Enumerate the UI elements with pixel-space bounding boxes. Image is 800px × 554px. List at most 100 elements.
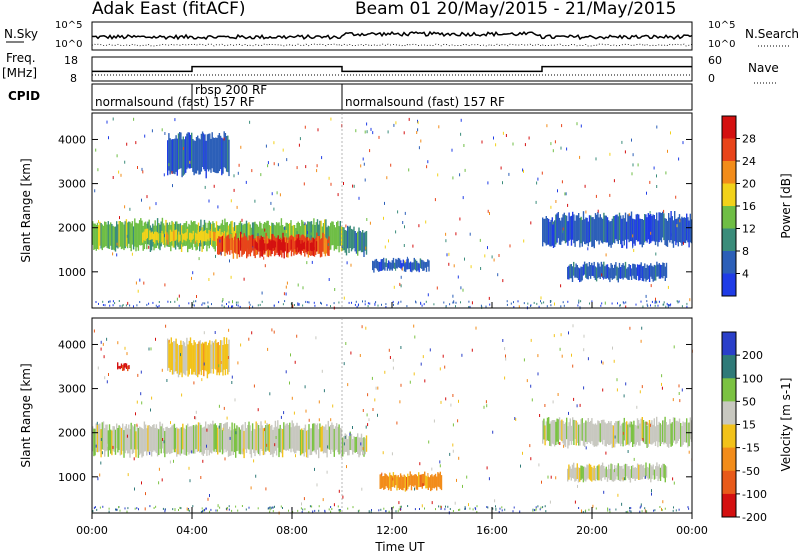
data-cell bbox=[416, 476, 419, 490]
data-cell bbox=[206, 345, 209, 379]
data-cell bbox=[592, 468, 594, 481]
data-speckle bbox=[513, 301, 514, 304]
data-speckle bbox=[278, 301, 280, 304]
data-cell bbox=[360, 433, 363, 452]
colorbar-swatch bbox=[722, 228, 736, 252]
data-cell bbox=[347, 439, 349, 456]
data-speckle bbox=[563, 304, 565, 307]
data-cell bbox=[179, 427, 182, 456]
data-speckle bbox=[118, 506, 120, 509]
data-cell bbox=[657, 220, 659, 247]
data-cell bbox=[287, 243, 289, 254]
data-speckle bbox=[392, 358, 394, 362]
data-speckle bbox=[317, 128, 319, 132]
data-cell bbox=[304, 223, 307, 248]
data-speckle bbox=[545, 510, 547, 513]
data-speckle bbox=[656, 125, 658, 129]
data-cell bbox=[593, 219, 595, 249]
data-speckle bbox=[533, 301, 535, 304]
data-speckle bbox=[540, 506, 542, 509]
frequency-panel: Freq. [MHz] 18 8 60 0 Nave bbox=[2, 51, 779, 85]
freq-label: Freq. bbox=[6, 51, 36, 65]
data-speckle bbox=[218, 404, 220, 408]
data-speckle bbox=[621, 140, 623, 144]
data-speckle bbox=[623, 302, 625, 305]
data-speckle bbox=[291, 441, 293, 445]
data-cell bbox=[206, 427, 208, 456]
data-cell bbox=[561, 217, 563, 242]
data-speckle bbox=[314, 304, 316, 307]
data-speckle bbox=[365, 425, 367, 429]
data-cell bbox=[392, 472, 395, 487]
data-cell bbox=[545, 421, 547, 442]
data-cell bbox=[230, 234, 232, 251]
data-cell bbox=[240, 231, 242, 251]
data-speckle bbox=[669, 304, 671, 307]
data-cell bbox=[409, 471, 411, 486]
data-speckle bbox=[440, 505, 442, 509]
data-speckle bbox=[653, 509, 655, 512]
data-cell bbox=[326, 429, 328, 458]
data-cell bbox=[255, 241, 258, 250]
data-speckle bbox=[384, 201, 385, 205]
data-speckle bbox=[134, 507, 136, 510]
data-speckle bbox=[605, 253, 607, 257]
data-speckle bbox=[282, 148, 284, 152]
data-cell bbox=[201, 131, 204, 167]
data-cell bbox=[328, 426, 331, 450]
data-speckle bbox=[651, 489, 652, 493]
data-cell bbox=[104, 428, 106, 457]
data-cell bbox=[221, 429, 224, 455]
data-speckle bbox=[217, 205, 219, 209]
data-cell bbox=[301, 240, 303, 251]
data-cell bbox=[188, 427, 190, 455]
nave-label: Nave bbox=[748, 61, 779, 75]
data-speckle bbox=[578, 299, 580, 303]
data-cell bbox=[143, 421, 146, 452]
data-speckle bbox=[461, 353, 463, 357]
data-cell bbox=[430, 475, 432, 492]
data-cell bbox=[550, 421, 552, 447]
data-speckle bbox=[304, 125, 306, 129]
data-cell bbox=[299, 240, 301, 251]
data-speckle bbox=[527, 302, 529, 305]
data-cell bbox=[379, 474, 381, 489]
colorbar-swatch bbox=[722, 355, 736, 379]
data-cell bbox=[330, 425, 332, 454]
data-cell bbox=[292, 423, 295, 452]
data-cell bbox=[219, 340, 222, 373]
data-cell bbox=[337, 220, 339, 246]
data-cell bbox=[402, 259, 404, 267]
data-speckle bbox=[549, 500, 551, 504]
data-speckle bbox=[583, 386, 585, 390]
data-speckle bbox=[304, 385, 306, 389]
data-cell bbox=[125, 424, 128, 451]
data-cell bbox=[173, 341, 175, 375]
data-cell bbox=[100, 429, 102, 458]
data-cell bbox=[263, 222, 266, 249]
data-cell bbox=[622, 468, 624, 482]
data-cell bbox=[280, 428, 283, 454]
data-cell bbox=[246, 237, 248, 259]
colorbar-swatch bbox=[722, 493, 736, 518]
data-cell bbox=[548, 417, 550, 441]
data-cell bbox=[291, 420, 293, 449]
data-speckle bbox=[609, 510, 611, 513]
data-cell bbox=[668, 424, 670, 448]
data-speckle bbox=[651, 492, 652, 496]
data-speckle bbox=[417, 128, 419, 132]
data-speckle bbox=[567, 300, 569, 303]
data-cell bbox=[635, 425, 637, 445]
data-cell bbox=[645, 268, 647, 282]
data-cell bbox=[302, 242, 304, 250]
data-speckle bbox=[155, 202, 157, 206]
data-speckle bbox=[492, 507, 494, 510]
data-cell bbox=[373, 261, 375, 273]
data-cell bbox=[651, 215, 653, 242]
data-speckle bbox=[387, 130, 389, 134]
colorbar-tick-label: 20 bbox=[742, 178, 756, 191]
data-speckle bbox=[550, 304, 552, 307]
data-cell bbox=[339, 427, 341, 454]
data-speckle bbox=[609, 508, 611, 511]
